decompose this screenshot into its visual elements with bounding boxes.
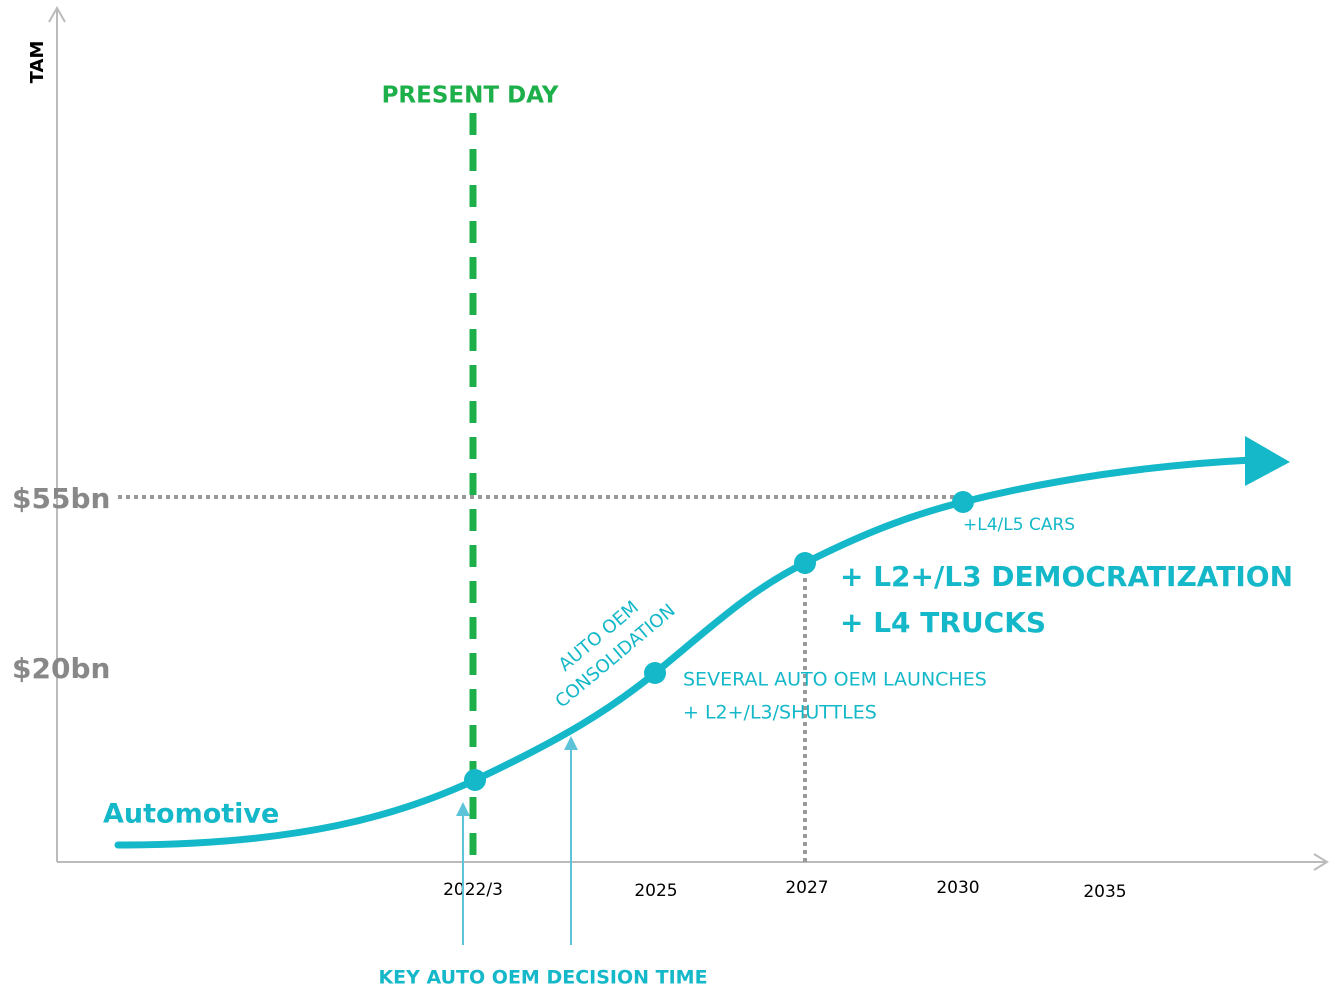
series-label: Automotive bbox=[103, 799, 279, 830]
x-label: 2030 bbox=[936, 878, 979, 898]
level-label: $55bn bbox=[12, 482, 110, 515]
milestone-label: SEVERAL AUTO OEM LAUNCHES bbox=[683, 669, 987, 691]
curve-arrow bbox=[1245, 436, 1290, 486]
milestone-dot bbox=[644, 662, 666, 684]
y-axis-label: TAM bbox=[27, 41, 48, 84]
decision-arrowhead bbox=[564, 736, 578, 750]
milestone-dot bbox=[952, 491, 974, 513]
decision-arrowhead bbox=[456, 802, 470, 816]
milestone-label: + L4 TRUCKS bbox=[840, 606, 1046, 639]
growth-curve bbox=[114, 456, 1256, 849]
level-label: $20bn bbox=[12, 652, 110, 685]
decision-label: KEY AUTO OEM DECISION TIME bbox=[378, 967, 707, 989]
present-day-label: PRESENT DAY bbox=[382, 83, 559, 109]
y-axis-arrow bbox=[48, 5, 66, 23]
milestone-dot bbox=[794, 552, 816, 574]
x-axis-arrow bbox=[1313, 853, 1329, 871]
milestone-label: +L4/L5 CARS bbox=[963, 515, 1075, 535]
milestone-label: + L2+/L3 DEMOCRATIZATION bbox=[840, 560, 1293, 593]
x-label: 2025 bbox=[634, 881, 677, 901]
x-label: 2027 bbox=[785, 878, 828, 898]
x-label: 2035 bbox=[1083, 882, 1126, 902]
milestone-label: + L2+/L3/SHUTTLES bbox=[683, 702, 877, 724]
milestone-dot bbox=[464, 769, 486, 791]
x-label: 2022/3 bbox=[443, 880, 503, 900]
